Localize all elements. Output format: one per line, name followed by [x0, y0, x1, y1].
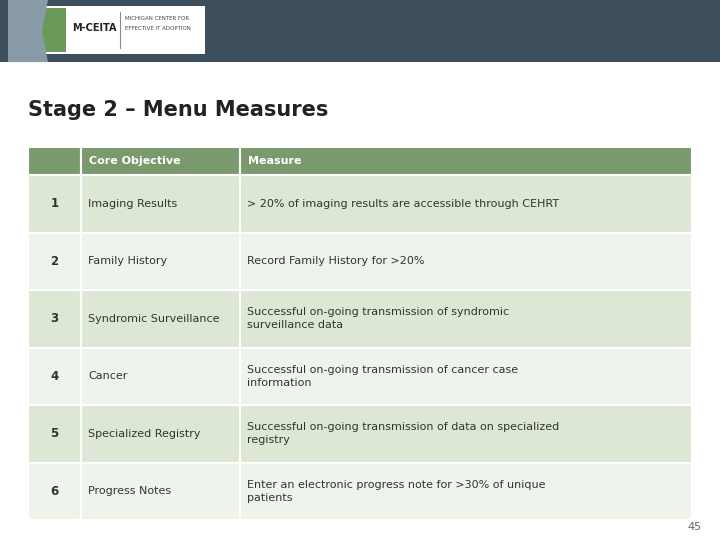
Bar: [28, 233, 81, 290]
Text: 6: 6: [50, 485, 59, 498]
Bar: [28, 147, 81, 175]
Text: 45: 45: [688, 522, 702, 532]
Bar: [240, 405, 692, 463]
Text: Measure: Measure: [248, 156, 302, 166]
Bar: [240, 147, 692, 175]
Bar: [28, 405, 81, 463]
Text: 4: 4: [50, 370, 59, 383]
Text: M-CEITA: M-CEITA: [72, 23, 117, 33]
Text: 5: 5: [50, 427, 59, 440]
Text: 2: 2: [50, 255, 58, 268]
Bar: [240, 463, 692, 520]
Text: Specialized Registry: Specialized Registry: [88, 429, 201, 439]
Bar: [240, 175, 692, 233]
Text: MICHIGAN CENTER FOR: MICHIGAN CENTER FOR: [125, 16, 189, 21]
Text: Cancer: Cancer: [88, 372, 127, 381]
Text: EFFECTIVE IT ADOPTION: EFFECTIVE IT ADOPTION: [125, 26, 191, 31]
Bar: [81, 290, 240, 348]
Bar: [81, 233, 240, 290]
Text: Successful on-going transmission of cancer case
information: Successful on-going transmission of canc…: [248, 365, 518, 388]
Bar: [28, 348, 81, 405]
Polygon shape: [8, 0, 48, 62]
Text: > 20% of imaging results are accessible through CEHRT: > 20% of imaging results are accessible …: [248, 199, 559, 209]
Bar: [240, 233, 692, 290]
Text: 1: 1: [50, 197, 58, 211]
Bar: [81, 405, 240, 463]
Bar: [28, 290, 81, 348]
Bar: [81, 147, 240, 175]
Bar: [81, 175, 240, 233]
Bar: [81, 463, 240, 520]
Bar: [28, 463, 81, 520]
Bar: [40, 6, 205, 54]
Text: Record Family History for >20%: Record Family History for >20%: [248, 256, 425, 266]
Text: Imaging Results: Imaging Results: [88, 199, 177, 209]
Text: Successful on-going transmission of data on specialized
registry: Successful on-going transmission of data…: [248, 422, 559, 445]
Text: Core Objective: Core Objective: [89, 156, 181, 166]
Text: Family History: Family History: [88, 256, 167, 266]
Text: Progress Notes: Progress Notes: [88, 486, 171, 496]
Text: Successful on-going transmission of syndromic
surveillance data: Successful on-going transmission of synd…: [248, 307, 510, 330]
Text: Enter an electronic progress note for >30% of unique
patients: Enter an electronic progress note for >3…: [248, 480, 546, 503]
Bar: [240, 348, 692, 405]
Bar: [240, 290, 692, 348]
Bar: [81, 348, 240, 405]
Bar: [0, 0, 720, 62]
Bar: [42, 8, 66, 52]
Text: 3: 3: [50, 312, 58, 325]
Text: Stage 2 – Menu Measures: Stage 2 – Menu Measures: [28, 100, 328, 120]
Bar: [28, 175, 81, 233]
Text: Syndromic Surveillance: Syndromic Surveillance: [88, 314, 220, 324]
